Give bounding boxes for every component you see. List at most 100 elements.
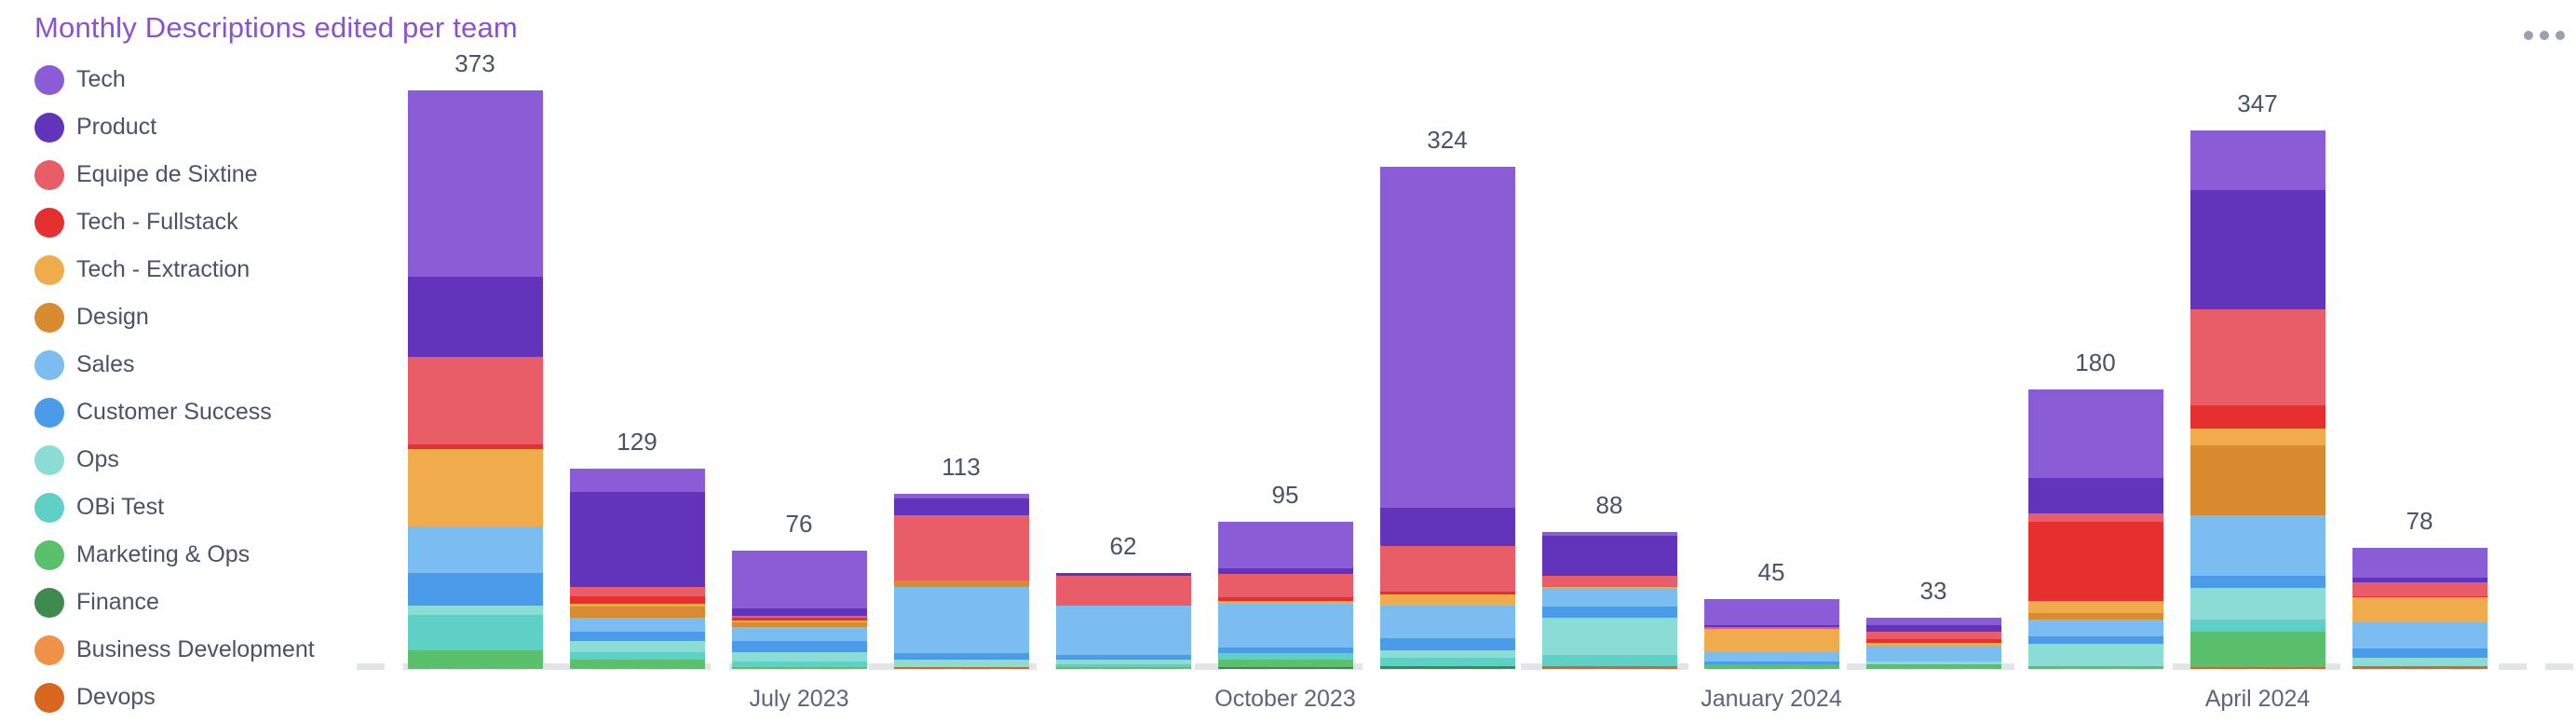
bar-segment-sales[interactable]	[1055, 605, 1191, 655]
bar-segment-tech-extraction[interactable]	[1217, 600, 1353, 605]
bar-segment-tech-extraction[interactable]	[731, 621, 867, 622]
bar-segment-marketing-ops[interactable]	[2190, 631, 2325, 668]
bar-segment-equipe-de-sixtine[interactable]	[1541, 576, 1677, 587]
bar-segment-equipe-de-sixtine[interactable]	[731, 616, 867, 619]
bar-segment-product[interactable]	[893, 498, 1029, 516]
bar-january-2024[interactable]	[1703, 599, 1839, 669]
bar-segment-sales[interactable]	[407, 525, 543, 573]
legend-item-ops[interactable]: Ops	[34, 444, 315, 475]
bar-segment-ops[interactable]	[1055, 659, 1191, 664]
bar-segment-sales[interactable]	[2352, 622, 2488, 649]
bar-june-2023[interactable]	[569, 469, 705, 669]
bar-segment-design[interactable]	[2027, 613, 2163, 620]
bar-segment-devops[interactable]	[2352, 665, 2488, 669]
bar-segment-product[interactable]	[1703, 625, 1839, 628]
bar-segment-tech[interactable]	[731, 551, 867, 609]
bar-segment-ops[interactable]	[2190, 588, 2325, 620]
bar-segment-product[interactable]	[1055, 572, 1191, 577]
bar-segment-tech[interactable]	[2190, 130, 2325, 190]
bar-segment-tech-fullstack[interactable]	[2352, 595, 2488, 598]
legend-item-product[interactable]: Product	[34, 112, 315, 143]
bar-segment-sales[interactable]	[1541, 588, 1677, 607]
bar-segment-equipe-de-sixtine[interactable]	[407, 357, 543, 444]
bar-segment-tech-fullstack[interactable]	[1217, 597, 1353, 601]
bar-segment-marketing-ops[interactable]	[2027, 665, 2163, 669]
bar-segment-marketing-ops[interactable]	[1055, 667, 1191, 669]
bar-segment-tech[interactable]	[407, 89, 543, 277]
bar-segment-obi-test[interactable]	[2190, 619, 2325, 632]
bar-segment-tech[interactable]	[2352, 548, 2488, 578]
bar-segment-product[interactable]	[1541, 535, 1677, 577]
bar-segment-design[interactable]	[731, 622, 867, 627]
bar-segment-tech-extraction[interactable]	[1865, 642, 2001, 646]
bar-segment-equipe-de-sixtine[interactable]	[1379, 546, 1515, 592]
bar-segment-obi-test[interactable]	[569, 651, 705, 660]
bar-segment-product[interactable]	[2352, 577, 2488, 582]
bar-segment-sales[interactable]	[893, 586, 1029, 654]
bar-segment-customer-success[interactable]	[893, 653, 1029, 660]
bar-segment-design[interactable]	[569, 607, 705, 618]
bar-segment-ops[interactable]	[731, 651, 867, 662]
bar-segment-equipe-de-sixtine[interactable]	[569, 586, 705, 596]
bar-segment-tech-fullstack[interactable]	[1865, 639, 2001, 643]
legend-item-tech[interactable]: Tech	[34, 64, 315, 95]
bar-segment-customer-success[interactable]	[1055, 654, 1191, 660]
bar-segment-customer-success[interactable]	[1703, 661, 1839, 664]
bar-segment-sales[interactable]	[2027, 619, 2163, 636]
bar-segment-equipe-de-sixtine[interactable]	[1055, 576, 1191, 606]
bar-segment-sales[interactable]	[569, 618, 705, 632]
bar-segment-finance[interactable]	[1379, 665, 1515, 669]
bar-segment-equipe-de-sixtine[interactable]	[1703, 627, 1839, 629]
bar-segment-obi-test[interactable]	[1379, 658, 1515, 666]
bar-segment-devops[interactable]	[1541, 665, 1677, 669]
bar-segment-sales[interactable]	[1217, 604, 1353, 648]
bar-october-2023[interactable]	[1217, 521, 1353, 669]
bar-segment-devops[interactable]	[2190, 667, 2325, 669]
bar-february-2024[interactable]	[1865, 618, 2001, 669]
bar-segment-equipe-de-sixtine[interactable]	[1217, 574, 1353, 598]
bar-segment-ops[interactable]	[1541, 617, 1677, 655]
legend-item-business-development[interactable]: Business Development	[34, 634, 315, 665]
bar-november-2023[interactable]	[1379, 166, 1515, 669]
bar-segment-ops[interactable]	[407, 605, 543, 615]
legend-item-finance[interactable]: Finance	[34, 587, 315, 618]
bar-segment-sales[interactable]	[731, 626, 867, 641]
bar-segment-tech-extraction[interactable]	[2190, 428, 2325, 446]
bar-segment-ops[interactable]	[1865, 661, 2001, 664]
bar-segment-tech[interactable]	[893, 493, 1029, 498]
bar-segment-sales[interactable]	[1703, 651, 1839, 662]
bar-segment-product[interactable]	[1379, 507, 1515, 547]
bar-segment-equipe-de-sixtine[interactable]	[2352, 581, 2488, 596]
bar-segment-obi-test[interactable]	[1541, 654, 1677, 666]
bar-segment-customer-success[interactable]	[407, 572, 543, 606]
bar-segment-customer-success[interactable]	[1217, 647, 1353, 654]
bar-segment-tech[interactable]	[1703, 599, 1839, 626]
bar-segment-tech-fullstack[interactable]	[407, 443, 543, 449]
bar-segment-product[interactable]	[1865, 625, 2001, 633]
more-menu-button[interactable]	[2505, 22, 2565, 48]
bar-segment-equipe-de-sixtine[interactable]	[2190, 308, 2325, 405]
bar-august-2023[interactable]	[893, 493, 1029, 669]
legend-item-tech-extraction[interactable]: Tech - Extraction	[34, 254, 315, 285]
bar-segment-sales[interactable]	[1865, 645, 2001, 662]
bar-segment-customer-success[interactable]	[569, 631, 705, 641]
bar-segment-tech[interactable]	[569, 469, 705, 493]
bar-march-2024[interactable]	[2027, 389, 2163, 669]
bar-segment-marketing-ops[interactable]	[1703, 663, 1839, 669]
bar-segment-ops[interactable]	[2352, 658, 2488, 666]
bar-september-2023[interactable]	[1055, 572, 1191, 669]
bar-segment-obi-test[interactable]	[1055, 663, 1191, 668]
bar-segment-equipe-de-sixtine[interactable]	[893, 515, 1029, 581]
bar-segment-tech[interactable]	[2027, 389, 2163, 479]
bar-segment-customer-success[interactable]	[1379, 637, 1515, 650]
bar-segment-tech-extraction[interactable]	[2027, 600, 2163, 613]
bar-segment-customer-success[interactable]	[731, 640, 867, 652]
bar-segment-product[interactable]	[569, 492, 705, 587]
legend-item-tech-fullstack[interactable]: Tech - Fullstack	[34, 207, 315, 238]
bar-segment-devops[interactable]	[893, 667, 1029, 669]
bar-segment-obi-test[interactable]	[731, 661, 867, 668]
bar-segment-marketing-ops[interactable]	[569, 659, 705, 669]
bar-segment-sales[interactable]	[2190, 515, 2325, 577]
bar-segment-ops[interactable]	[569, 640, 705, 652]
legend-item-equipe-de-sixtine[interactable]: Equipe de Sixtine	[34, 159, 315, 190]
